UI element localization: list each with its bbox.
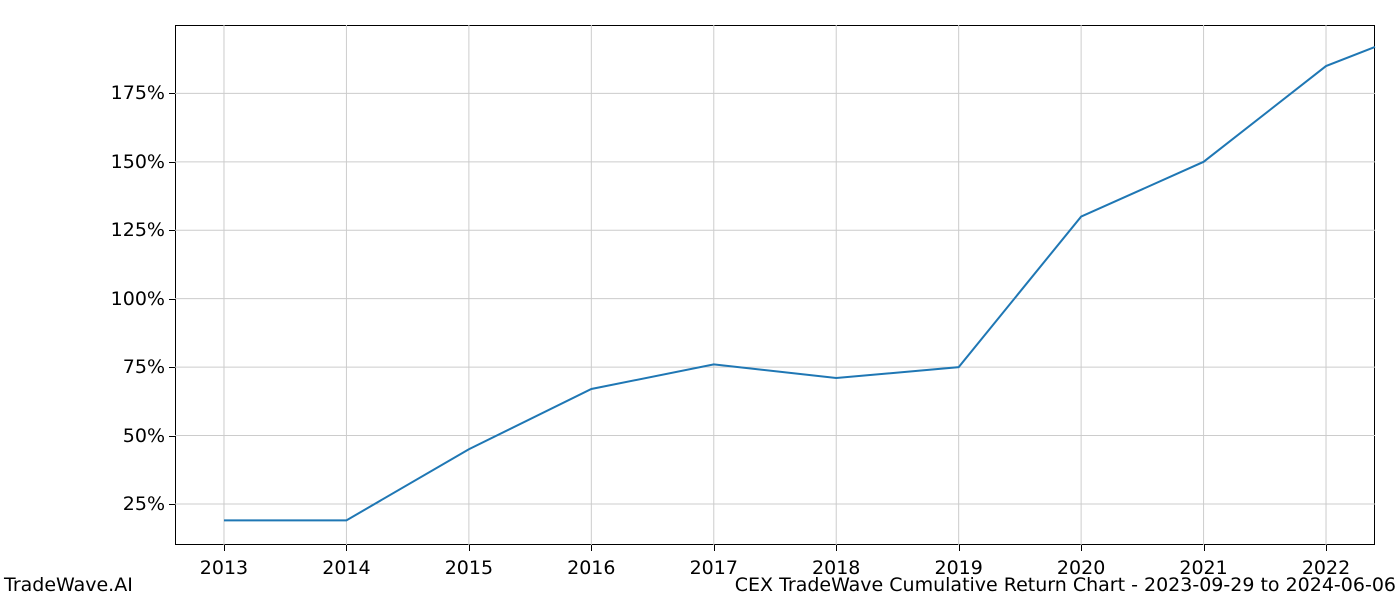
x-tick <box>469 545 470 551</box>
footer-left-text: TradeWave.AI <box>4 574 133 596</box>
x-tick <box>591 545 592 551</box>
x-tick-label: 2017 <box>690 557 738 579</box>
x-tick-label: 2015 <box>445 557 493 579</box>
x-tick <box>959 545 960 551</box>
y-tick <box>169 299 175 300</box>
y-tick-label: 175% <box>111 82 165 104</box>
y-tick <box>169 367 175 368</box>
x-tick <box>836 545 837 551</box>
y-tick-label: 50% <box>123 425 165 447</box>
y-tick <box>169 162 175 163</box>
x-tick <box>1326 545 1327 551</box>
y-tick-label: 100% <box>111 288 165 310</box>
footer-right-text: CEX TradeWave Cumulative Return Chart - … <box>735 574 1396 596</box>
y-tick-label: 125% <box>111 219 165 241</box>
x-tick-label: 2016 <box>567 557 615 579</box>
y-tick-label: 150% <box>111 151 165 173</box>
y-tick <box>169 230 175 231</box>
y-tick-label: 25% <box>123 493 165 515</box>
y-tick-label: 75% <box>123 356 165 378</box>
x-tick <box>224 545 225 551</box>
y-tick <box>169 436 175 437</box>
x-tick <box>346 545 347 551</box>
x-tick <box>1204 545 1205 551</box>
x-tick-label: 2014 <box>322 557 370 579</box>
y-tick <box>169 504 175 505</box>
x-tick <box>1081 545 1082 551</box>
x-tick-label: 2013 <box>200 557 248 579</box>
y-tick <box>169 93 175 94</box>
x-tick <box>714 545 715 551</box>
chart-container: 2013201420152016201720182019202020212022… <box>175 25 1375 545</box>
line-chart-svg <box>175 25 1375 545</box>
